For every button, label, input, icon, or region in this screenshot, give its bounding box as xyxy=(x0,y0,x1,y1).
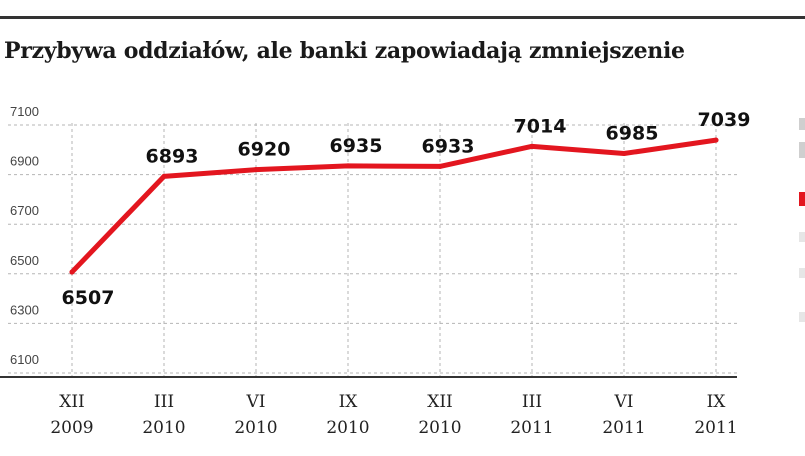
legend-fragment xyxy=(799,268,805,278)
data-label: 6935 xyxy=(330,135,383,157)
legend-fragment xyxy=(799,118,805,130)
x-tick-label: 2009 xyxy=(50,418,93,438)
data-label: 6920 xyxy=(238,139,291,161)
x-tick-label: IX xyxy=(707,392,727,412)
series-line-layer xyxy=(69,137,719,275)
legend-swatch xyxy=(799,192,805,206)
y-tick-label: 6700 xyxy=(10,203,39,218)
x-tick-label: 2010 xyxy=(326,418,369,438)
data-label-layer: 6507 6893 6920 6935 6933 7014 6985 7039 xyxy=(62,109,751,309)
x-tick-label: VI xyxy=(246,392,266,412)
y-tick-label: 6300 xyxy=(10,302,39,317)
x-tick-label: IX xyxy=(339,392,359,412)
x-tick-label: 2010 xyxy=(234,418,277,438)
y-tick-labels: 7100 6900 6700 6500 6300 6100 xyxy=(10,104,39,367)
x-tick-label: 2011 xyxy=(510,418,553,438)
x-tick-label: 2010 xyxy=(418,418,461,438)
legend-fragment xyxy=(799,232,805,242)
legend-fragment xyxy=(799,312,805,322)
legend-fragment xyxy=(799,142,805,158)
data-point xyxy=(345,163,351,169)
data-point xyxy=(253,167,259,173)
x-tick-label: III xyxy=(154,392,174,412)
x-tick-label: 2010 xyxy=(142,418,185,438)
x-tick-labels: XII 2009 III 2010 VI 2010 IX 2010 XII 2010 III 2011… xyxy=(50,392,737,438)
data-point xyxy=(161,173,167,179)
top-rule xyxy=(0,16,805,19)
data-point xyxy=(437,163,443,169)
x-tick-label: XII xyxy=(427,392,453,412)
chart-title: Przybywa oddziałów, ale banki zapowiadaj… xyxy=(4,38,685,64)
data-label: 7039 xyxy=(698,109,751,131)
data-label: 6933 xyxy=(422,135,475,157)
data-label: 6985 xyxy=(606,123,659,145)
x-tick-label: III xyxy=(522,392,542,412)
x-tick-label: 2011 xyxy=(694,418,737,438)
x-tick-label: 2011 xyxy=(602,418,645,438)
data-point xyxy=(529,143,535,149)
data-label: 6507 xyxy=(62,287,115,309)
series-line xyxy=(69,137,719,275)
y-tick-label: 7100 xyxy=(10,104,39,119)
x-tick-label: XII xyxy=(59,392,85,412)
x-tick-label: VI xyxy=(614,392,634,412)
data-label: 7014 xyxy=(514,115,567,137)
grid-layer xyxy=(0,123,737,378)
y-tick-label: 6500 xyxy=(10,253,39,268)
y-tick-label: 6100 xyxy=(10,352,39,367)
y-tick-label: 6900 xyxy=(10,154,39,169)
data-point xyxy=(713,137,719,143)
data-point xyxy=(621,151,627,157)
data-point xyxy=(69,269,75,275)
data-label: 6893 xyxy=(146,145,199,167)
